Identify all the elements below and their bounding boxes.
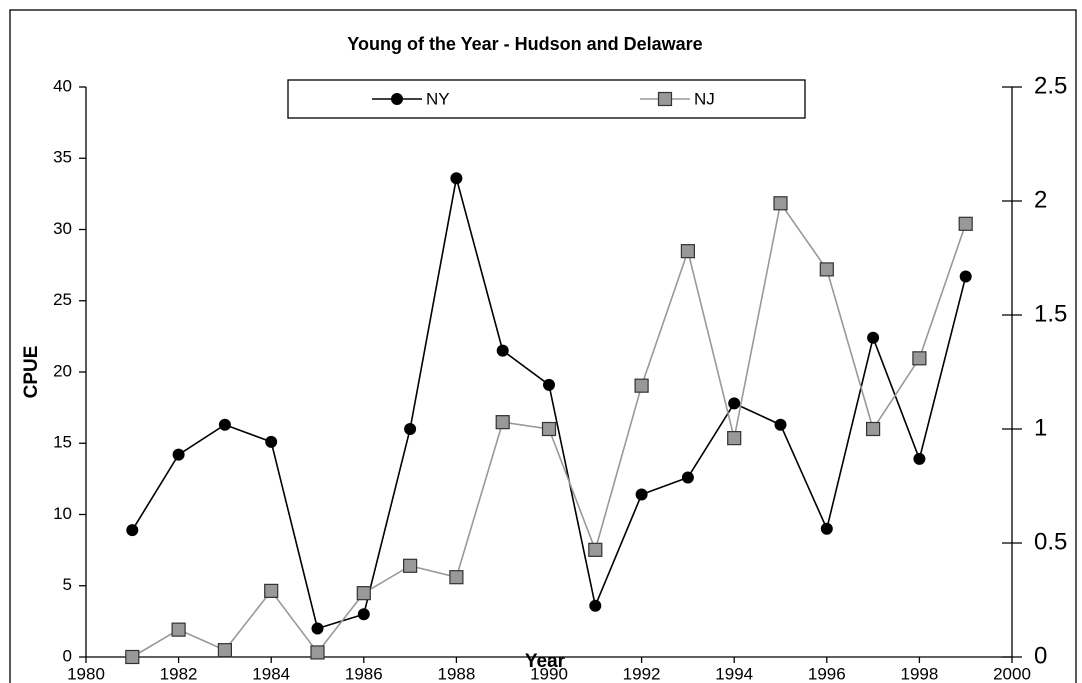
data-point xyxy=(867,331,880,344)
data-point xyxy=(356,586,371,601)
data-point xyxy=(264,583,279,598)
x-axis-label: Year xyxy=(525,651,566,672)
y-tick-label: 30 xyxy=(53,219,72,238)
y-axis-label: CPUE xyxy=(21,346,42,399)
data-point xyxy=(635,488,648,501)
x-tick-label: 1982 xyxy=(160,664,198,683)
data-point xyxy=(126,524,139,537)
x-tick-label: 1986 xyxy=(345,664,383,683)
data-point xyxy=(171,622,186,637)
y-tick-label: 5 xyxy=(63,575,72,594)
y-tick-label: 40 xyxy=(53,76,72,95)
data-point xyxy=(774,418,787,431)
y-tick-label: 20 xyxy=(53,361,72,380)
data-point xyxy=(913,452,926,465)
data-point xyxy=(125,649,140,665)
data-point xyxy=(541,421,557,437)
data-point xyxy=(449,570,464,585)
data-point xyxy=(172,448,185,461)
y-tick-label: 0 xyxy=(63,646,72,665)
data-point xyxy=(959,270,972,283)
legend-label: NY xyxy=(426,89,450,108)
y2-tick-label: 0.5 xyxy=(1034,528,1067,555)
legend-label: NJ xyxy=(694,89,715,108)
data-point xyxy=(727,431,742,446)
data-point xyxy=(265,435,278,448)
y-tick-label: 15 xyxy=(53,433,72,452)
data-point xyxy=(820,522,833,535)
y2-tick-label: 1.5 xyxy=(1034,300,1067,327)
data-point xyxy=(357,608,370,621)
x-tick-label: 2000 xyxy=(993,664,1031,683)
x-tick-label: 1990 xyxy=(530,664,568,683)
chart-border xyxy=(9,9,1077,683)
x-tick-label: 1994 xyxy=(715,664,753,683)
x-tick-label: 1992 xyxy=(623,664,661,683)
x-tick-label: 1996 xyxy=(808,664,846,683)
y-tick-label: 10 xyxy=(53,504,72,523)
data-point xyxy=(403,558,418,573)
data-point xyxy=(495,415,510,430)
data-point xyxy=(496,344,509,357)
data-point xyxy=(217,643,232,658)
y2-tick-label: 2.5 xyxy=(1034,72,1067,99)
series-line xyxy=(131,177,967,630)
data-point xyxy=(543,378,555,391)
x-tick-label: 1984 xyxy=(252,664,290,683)
data-point xyxy=(311,622,324,635)
y-tick-label: 35 xyxy=(53,148,72,167)
data-point xyxy=(404,423,417,435)
data-point xyxy=(310,645,325,660)
data-point xyxy=(589,599,602,612)
data-point xyxy=(728,397,741,410)
x-tick-label: 1988 xyxy=(437,664,475,683)
data-point xyxy=(680,244,696,259)
y-tick-label: 25 xyxy=(53,290,72,309)
y2-tick-label: 2 xyxy=(1034,186,1047,213)
chart-title: Young of the Year - Hudson and Delaware xyxy=(347,34,702,54)
data-point xyxy=(634,378,649,393)
y2-tick-label: 1 xyxy=(1034,414,1047,441)
data-point xyxy=(958,216,973,231)
data-point xyxy=(681,471,694,484)
x-tick-label: 1980 xyxy=(67,664,105,683)
legend-marker xyxy=(657,91,673,107)
data-point xyxy=(450,172,463,185)
data-point xyxy=(773,196,788,211)
data-point xyxy=(588,542,603,557)
data-point xyxy=(912,351,927,366)
legend-marker xyxy=(391,93,403,105)
y2-tick-label: 0 xyxy=(1034,642,1047,669)
legend-box xyxy=(287,79,806,119)
data-point xyxy=(819,262,834,277)
data-point xyxy=(865,421,881,437)
data-point xyxy=(218,418,231,431)
x-tick-label: 1998 xyxy=(900,664,938,683)
